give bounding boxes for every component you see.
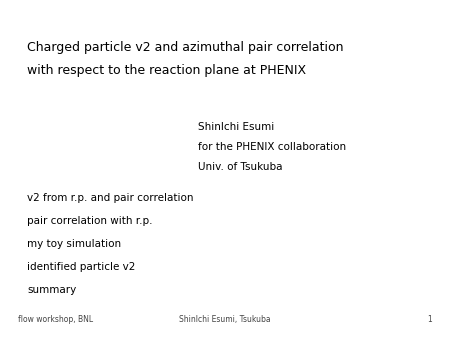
Text: Univ. of Tsukuba: Univ. of Tsukuba	[198, 162, 283, 172]
Text: with respect to the reaction plane at PHENIX: with respect to the reaction plane at PH…	[27, 64, 306, 77]
Text: ShinIchi Esumi, Tsukuba: ShinIchi Esumi, Tsukuba	[179, 315, 271, 324]
Text: flow workshop, BNL: flow workshop, BNL	[18, 315, 93, 324]
Text: for the PHENIX collaboration: for the PHENIX collaboration	[198, 142, 346, 152]
Text: ShinIchi Esumi: ShinIchi Esumi	[198, 122, 274, 132]
Text: my toy simulation: my toy simulation	[27, 239, 121, 249]
Text: 1: 1	[427, 315, 432, 324]
Text: pair correlation with r.p.: pair correlation with r.p.	[27, 216, 153, 226]
Text: summary: summary	[27, 285, 76, 295]
Text: Charged particle v2 and azimuthal pair correlation: Charged particle v2 and azimuthal pair c…	[27, 41, 343, 53]
Text: identified particle v2: identified particle v2	[27, 262, 135, 272]
Text: v2 from r.p. and pair correlation: v2 from r.p. and pair correlation	[27, 193, 194, 203]
